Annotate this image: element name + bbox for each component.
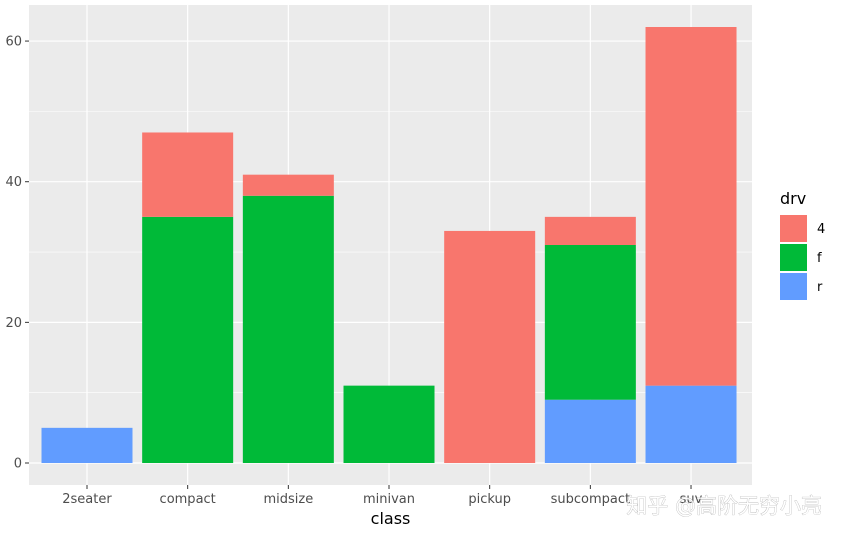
y-tick-label: 40 (5, 175, 22, 190)
x-tick-label: subcompact (551, 492, 631, 507)
bar-subcompact-4 (544, 216, 636, 245)
x-tick-label: minivan (363, 492, 415, 507)
x-tick-label: 2seater (62, 492, 112, 507)
bar-suv-r (645, 385, 737, 463)
legend-key-f (780, 244, 807, 271)
x-tick-label: pickup (468, 492, 511, 507)
legend-key-r (780, 273, 807, 300)
y-tick-label: 20 (5, 316, 22, 331)
x-tick-label: midsize (263, 492, 313, 507)
y-tick-label: 0 (14, 457, 22, 472)
bar-2seater-r (41, 427, 133, 463)
bar-minivan-f (343, 385, 435, 463)
legend-label-4: 4 (817, 222, 825, 237)
bar-subcompact-r (544, 399, 636, 463)
bar-pickup-4 (444, 230, 536, 463)
bar-compact-4 (142, 132, 234, 217)
y-tick-label: 60 (5, 35, 22, 50)
legend-label-f: f (817, 251, 822, 266)
bar-midsize-4 (242, 174, 334, 196)
legend: drv 4 fr (780, 189, 825, 300)
axes: 0 20 40 60 2seater compact midsize minivan picku… (5, 35, 702, 507)
bars (41, 27, 737, 463)
bar-compact-f (142, 216, 234, 463)
watermark-text: 知乎 @高阶无穷小亮 (626, 494, 822, 518)
legend-title: drv (780, 189, 806, 208)
bar-suv-4 (645, 27, 737, 386)
x-tick-label: compact (160, 492, 216, 507)
legend-label-r: r (817, 280, 823, 295)
bar-subcompact-f (544, 245, 636, 400)
legend-key-4 (780, 215, 807, 242)
bar-midsize-f (242, 195, 334, 463)
x-axis-title: class (371, 509, 411, 528)
x-tick-label: suv (680, 492, 703, 507)
